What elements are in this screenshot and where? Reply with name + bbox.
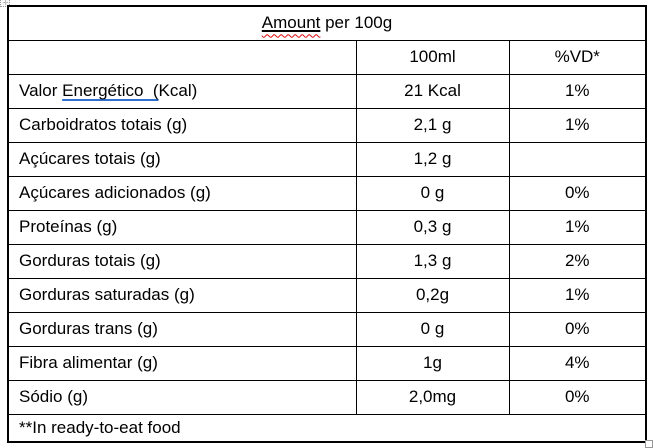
row-label-cell[interactable]: Valor Energético (Kcal)	[7, 73, 357, 109]
row-value-cell[interactable]: 1,2 g	[355, 141, 510, 177]
row-label-cell[interactable]: Sódio (g)	[7, 379, 357, 415]
row-value-cell[interactable]: 0,2g	[355, 277, 510, 313]
row-label-cell[interactable]: Gorduras trans (g)	[7, 311, 357, 347]
row-value-cell[interactable]: 0 g	[355, 311, 510, 347]
table-move-handle-icon[interactable]	[0, 0, 10, 7]
table-row: Gorduras trans (g) 0 g 0%	[7, 311, 647, 347]
row-vd-cell[interactable]: 0%	[508, 311, 647, 347]
row-value-cell[interactable]: 2,1 g	[355, 107, 510, 143]
table-row: Açúcares adicionados (g) 0 g 0%	[7, 175, 647, 211]
footnote-row: **In ready-to-eat food	[7, 413, 647, 443]
label-text: Valor	[19, 81, 63, 100]
table-row: Gorduras saturadas (g) 0,2g 1%	[7, 277, 647, 313]
table-row: Carboidratos totais (g) 2,1 g 1%	[7, 107, 647, 143]
title-rest: per 100g	[320, 13, 393, 33]
table-title-row: Amount per 100g	[7, 5, 647, 41]
row-value-cell[interactable]: 1g	[355, 345, 510, 381]
row-vd-cell[interactable]: 1%	[508, 277, 647, 313]
row-vd-cell[interactable]	[508, 141, 647, 177]
table-row: Sódio (g) 2,0mg 0%	[7, 379, 647, 415]
row-label-cell[interactable]: Açúcares totais (g)	[7, 141, 357, 177]
row-value-cell[interactable]: 1,3 g	[355, 243, 510, 279]
row-vd-cell[interactable]: 1%	[508, 73, 647, 109]
grammar-underlined-text: Energético (	[62, 81, 159, 100]
table-row: Gorduras totais (g) 1,3 g 2%	[7, 243, 647, 279]
table-row: Açúcares totais (g) 1,2 g	[7, 141, 647, 177]
row-label-cell[interactable]: Carboidratos totais (g)	[7, 107, 357, 143]
row-label-cell[interactable]: Gorduras saturadas (g)	[7, 277, 357, 313]
table-row: Valor Energético (Kcal) 21 Kcal 1%	[7, 73, 647, 109]
label-text: Kcal)	[158, 81, 198, 100]
row-label-cell[interactable]: Proteínas (g)	[7, 209, 357, 245]
row-value-cell[interactable]: 21 Kcal	[355, 73, 510, 109]
row-vd-cell[interactable]: 1%	[508, 209, 647, 245]
footnote-cell[interactable]: **In ready-to-eat food	[7, 413, 647, 443]
row-vd-cell[interactable]: 2%	[508, 243, 647, 279]
row-value-cell[interactable]: 2,0mg	[355, 379, 510, 415]
table-header-row: 100ml %VD*	[7, 39, 647, 75]
row-value-cell[interactable]: 0 g	[355, 175, 510, 211]
table-row: Proteínas (g) 0,3 g 1%	[7, 209, 647, 245]
table-row: Fibra alimentar (g) 1g 4%	[7, 345, 647, 381]
row-label-cell[interactable]: Gorduras totais (g)	[7, 243, 357, 279]
row-vd-cell[interactable]: 0%	[508, 379, 647, 415]
title-underlined-word: Amount	[262, 13, 321, 32]
row-vd-cell[interactable]: 4%	[508, 345, 647, 381]
rows-body: Amount per 100g 100ml %VD* Valor Energét…	[7, 5, 647, 415]
column-header-amount[interactable]: 100ml	[355, 39, 510, 75]
spellcheck-underline: Amount	[261, 13, 321, 33]
column-header-vd[interactable]: %VD*	[508, 39, 647, 75]
row-vd-cell[interactable]: 0%	[508, 175, 647, 211]
row-label-cell[interactable]: Fibra alimentar (g)	[7, 345, 357, 381]
table-title-cell[interactable]: Amount per 100g	[7, 5, 647, 41]
table-resize-handle-icon[interactable]	[645, 440, 653, 448]
nutrition-table: Amount per 100g 100ml %VD* Valor Energét…	[7, 5, 648, 443]
row-label-cell[interactable]: Açúcares adicionados (g)	[7, 175, 357, 211]
row-vd-cell[interactable]: 1%	[508, 107, 647, 143]
column-header-blank[interactable]	[7, 39, 357, 75]
row-value-cell[interactable]: 0,3 g	[355, 209, 510, 245]
